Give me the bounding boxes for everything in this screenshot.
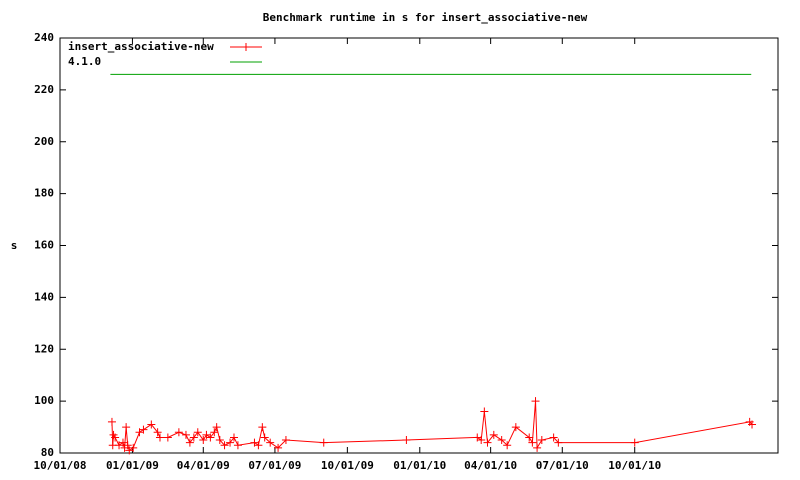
x-tick-label: 01/01/10 — [393, 459, 446, 472]
point-marker — [206, 433, 215, 442]
y-tick-label: 220 — [34, 83, 54, 96]
point-marker — [258, 423, 267, 432]
y-tick-label: 200 — [34, 135, 54, 148]
y-tick-label: 180 — [34, 187, 54, 200]
point-marker — [511, 423, 520, 432]
point-marker — [233, 441, 242, 450]
y-axis-label: s — [11, 239, 18, 252]
point-marker — [193, 428, 202, 437]
point-marker — [199, 436, 208, 445]
y-tick-label: 160 — [34, 239, 54, 252]
point-marker — [111, 433, 120, 442]
point-marker — [533, 443, 542, 452]
legend-marker — [242, 43, 250, 51]
point-marker — [118, 438, 127, 447]
legend-label: insert_associative-new — [68, 40, 214, 53]
legend-label: 4.1.0 — [68, 55, 101, 68]
point-marker — [185, 438, 194, 447]
point-marker — [229, 433, 238, 442]
x-tick-label: 01/01/09 — [106, 459, 159, 472]
plot-frame — [59, 37, 779, 454]
point-marker — [549, 433, 558, 442]
x-tick-label: 10/01/09 — [321, 459, 374, 472]
y-tick-label: 80 — [41, 446, 54, 459]
point-marker — [503, 441, 512, 450]
y-tick-label: 140 — [34, 290, 54, 303]
point-marker — [123, 441, 132, 450]
point-marker — [483, 438, 492, 447]
point-marker — [528, 438, 537, 447]
point-marker — [139, 425, 148, 434]
point-marker — [210, 428, 219, 437]
point-marker — [480, 407, 489, 416]
point-marker — [531, 397, 540, 406]
chart-title: Benchmark runtime in s for insert_associ… — [263, 11, 588, 24]
point-marker — [226, 438, 235, 447]
point-marker — [174, 428, 183, 437]
y-tick-label: 240 — [34, 31, 54, 44]
point-marker — [122, 423, 131, 432]
y-tick-label: 100 — [34, 394, 54, 407]
point-marker — [525, 433, 534, 442]
point-marker — [281, 436, 290, 445]
point-marker — [254, 441, 263, 450]
point-marker — [497, 436, 506, 445]
x-tick-label: 10/01/10 — [608, 459, 661, 472]
point-marker — [163, 433, 172, 442]
point-marker — [402, 436, 411, 445]
x-tick-label: 10/01/08 — [34, 459, 87, 472]
series-line — [111, 401, 753, 452]
point-marker — [748, 420, 757, 429]
y-tick-label: 120 — [34, 342, 54, 355]
point-marker — [260, 433, 269, 442]
point-marker — [477, 436, 486, 445]
point-marker — [554, 438, 563, 447]
point-marker — [215, 436, 224, 445]
point-marker — [266, 438, 275, 447]
point-marker — [220, 441, 229, 450]
point-marker — [147, 420, 156, 429]
point-marker — [129, 443, 138, 452]
x-tick-label: 07/01/10 — [536, 459, 589, 472]
point-marker — [189, 433, 198, 442]
x-tick-label: 04/01/10 — [464, 459, 517, 472]
point-marker — [181, 430, 190, 439]
point-marker — [153, 428, 162, 437]
point-marker — [274, 443, 283, 452]
point-marker — [537, 436, 546, 445]
x-tick-label: 04/01/09 — [177, 459, 230, 472]
point-marker — [107, 417, 116, 426]
x-tick-label: 07/01/09 — [248, 459, 301, 472]
point-marker — [630, 438, 639, 447]
point-marker — [155, 433, 164, 442]
point-marker — [212, 423, 221, 432]
point-marker — [489, 430, 498, 439]
point-marker — [319, 438, 328, 447]
